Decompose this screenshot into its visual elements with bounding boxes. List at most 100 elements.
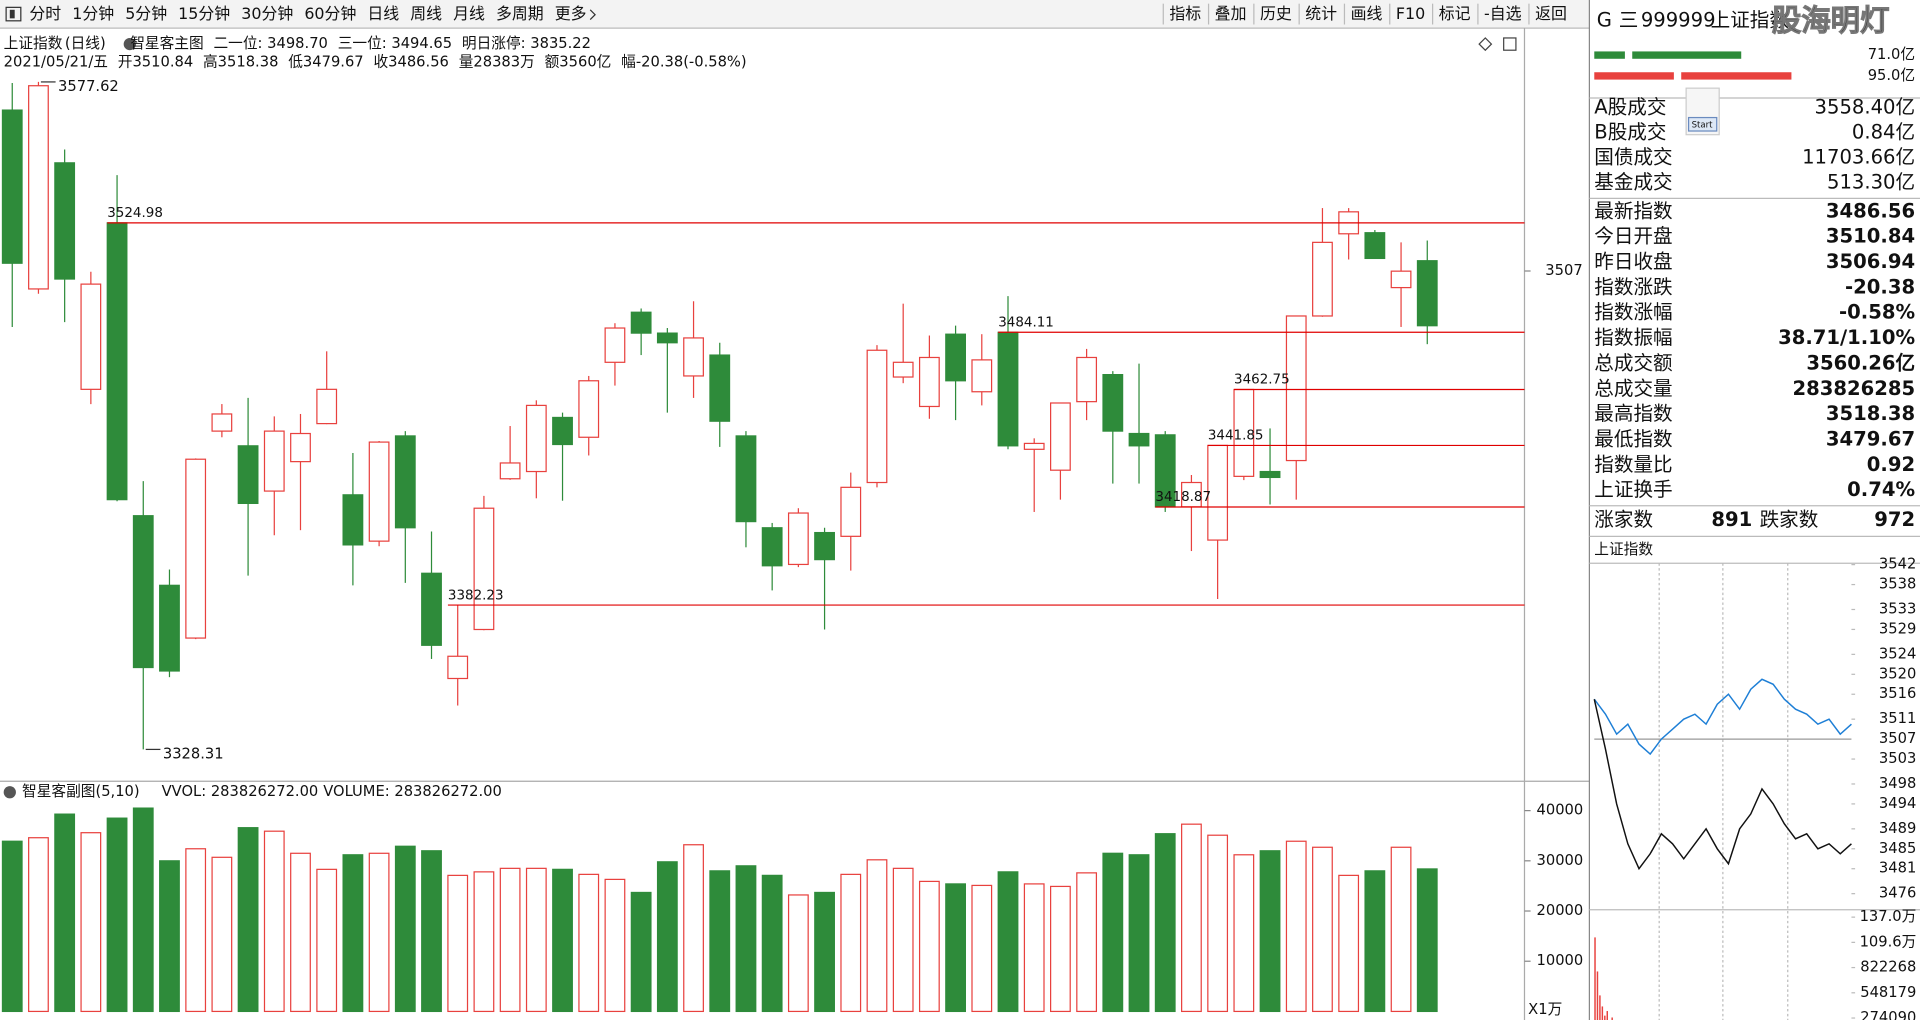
volume-bar (683, 844, 704, 1013)
volume-bar (1, 840, 23, 1013)
tool-button[interactable]: 画线 (1351, 4, 1383, 23)
y-tick-label: 3503 (1879, 750, 1916, 767)
candle-body (132, 515, 154, 669)
volume-bar (918, 880, 940, 1013)
quote-label: 总成交额 (1594, 351, 1673, 374)
period-button[interactable]: 月线 (453, 4, 485, 23)
candle-body (368, 441, 390, 542)
volume-bar (1364, 870, 1386, 1013)
quote-label: 指数振幅 (1594, 326, 1672, 349)
tool-button[interactable]: 历史 (1260, 4, 1292, 23)
volume-bar (1259, 850, 1281, 1013)
candle-body (656, 332, 678, 344)
period-button[interactable]: 60分钟 (304, 4, 356, 23)
candle-body (1416, 260, 1438, 327)
y-tick-label: 3542 (1879, 556, 1916, 573)
volume-bar (1416, 868, 1438, 1013)
candle-body (1390, 270, 1412, 289)
period-button[interactable]: 1分钟 (72, 4, 114, 23)
period-button[interactable]: 30分钟 (241, 4, 293, 23)
volume-bar (132, 807, 154, 1013)
quote-value: 3510.84 (1826, 225, 1915, 248)
quote-value: 3486.56 (1826, 199, 1915, 222)
info-text: 开3510.84 (118, 53, 193, 70)
panel-icon[interactable] (5, 6, 22, 22)
level-label: 3484.11 (998, 315, 1054, 330)
candle-body (892, 361, 914, 378)
candle-body (342, 494, 364, 546)
volume-bar (1338, 874, 1360, 1013)
period-button[interactable]: 5分钟 (125, 4, 167, 23)
tool-button[interactable]: 指标 (1169, 4, 1201, 23)
window-icon[interactable] (1503, 37, 1517, 51)
stat-label: A股成交 (1594, 95, 1666, 118)
candle-body (80, 283, 102, 390)
popup-label[interactable]: Start (1692, 120, 1714, 130)
period-button[interactable]: 分时 (29, 4, 61, 23)
volume-bar (656, 861, 678, 1013)
menu-icon[interactable]: 三 (1619, 8, 1639, 31)
period-button[interactable]: 更多 (555, 4, 587, 23)
period-button[interactable]: 日线 (367, 4, 399, 23)
volume-bar (185, 848, 207, 1013)
volume-bar (290, 852, 311, 1013)
quote-value: 3506.94 (1826, 250, 1915, 273)
candle-body (1285, 315, 1307, 462)
y-tick-label: 3507 (1545, 262, 1582, 279)
y-tick-label: 3481 (1879, 860, 1916, 877)
y-tick-label: 40000 (1537, 802, 1584, 819)
info-text: 三一位: 3494.65 (338, 35, 452, 52)
tool-button[interactable]: 标记 (1439, 4, 1471, 23)
volume-bar (1050, 885, 1071, 1013)
diamond-icon[interactable] (1478, 37, 1493, 52)
candle-body (1312, 241, 1333, 317)
period-button[interactable]: 15分钟 (178, 4, 230, 23)
intraday-volume-bar (1601, 1006, 1604, 1020)
candle-body (1364, 232, 1386, 260)
quote-label: 今日开盘 (1594, 225, 1672, 248)
candle-body (54, 162, 76, 280)
candle-body (604, 327, 626, 363)
popup-button[interactable] (1687, 116, 1718, 132)
candle-body (159, 584, 180, 672)
tool-button[interactable]: 返回 (1535, 4, 1567, 23)
level-label: 3462.75 (1234, 373, 1290, 388)
volume-bar (473, 871, 495, 1013)
period-button[interactable]: 周线 (410, 4, 442, 23)
candle-body (578, 380, 600, 438)
volume-bar (159, 860, 180, 1013)
extreme-label: 3577.62 (58, 78, 119, 95)
info-text: 收3486.56 (373, 53, 448, 70)
y-tick-label: 274090 (1860, 1009, 1916, 1020)
candle-body (552, 416, 573, 446)
quote-value: -0.58% (1839, 301, 1915, 324)
info-text: 二一位: 3498.70 (213, 35, 327, 52)
tool-button[interactable]: F10 (1396, 4, 1425, 23)
candle-body (185, 458, 207, 639)
volume-bar (80, 832, 102, 1013)
volume-bar (945, 883, 967, 1013)
volume-bar (237, 827, 259, 1013)
candle-body (263, 430, 285, 492)
quote-value: 3518.38 (1826, 402, 1915, 425)
sub-indicator-icon[interactable] (3, 786, 16, 799)
stat-value: 513.30亿 (1827, 171, 1915, 194)
tool-button[interactable]: 统计 (1305, 4, 1337, 23)
tool-button[interactable]: 叠加 (1215, 4, 1247, 23)
tool-button[interactable]: -自选 (1484, 4, 1522, 23)
volume-bar (525, 867, 547, 1013)
stat-value: 0.84亿 (1852, 120, 1915, 143)
volume-label: VOLUME: 283826272.00 (323, 783, 502, 800)
period-button[interactable]: 多周期 (496, 4, 544, 23)
intraday-line (1593, 699, 1852, 871)
candle-body (814, 531, 835, 561)
volume-bar (630, 891, 652, 1013)
info-text: 2021/05/21/五 (4, 53, 108, 70)
indicator-icon[interactable] (123, 37, 136, 51)
level-label: 3418.87 (1155, 490, 1211, 505)
info-text: 高3518.38 (203, 53, 278, 70)
breadth-value: 972 (1874, 508, 1915, 531)
